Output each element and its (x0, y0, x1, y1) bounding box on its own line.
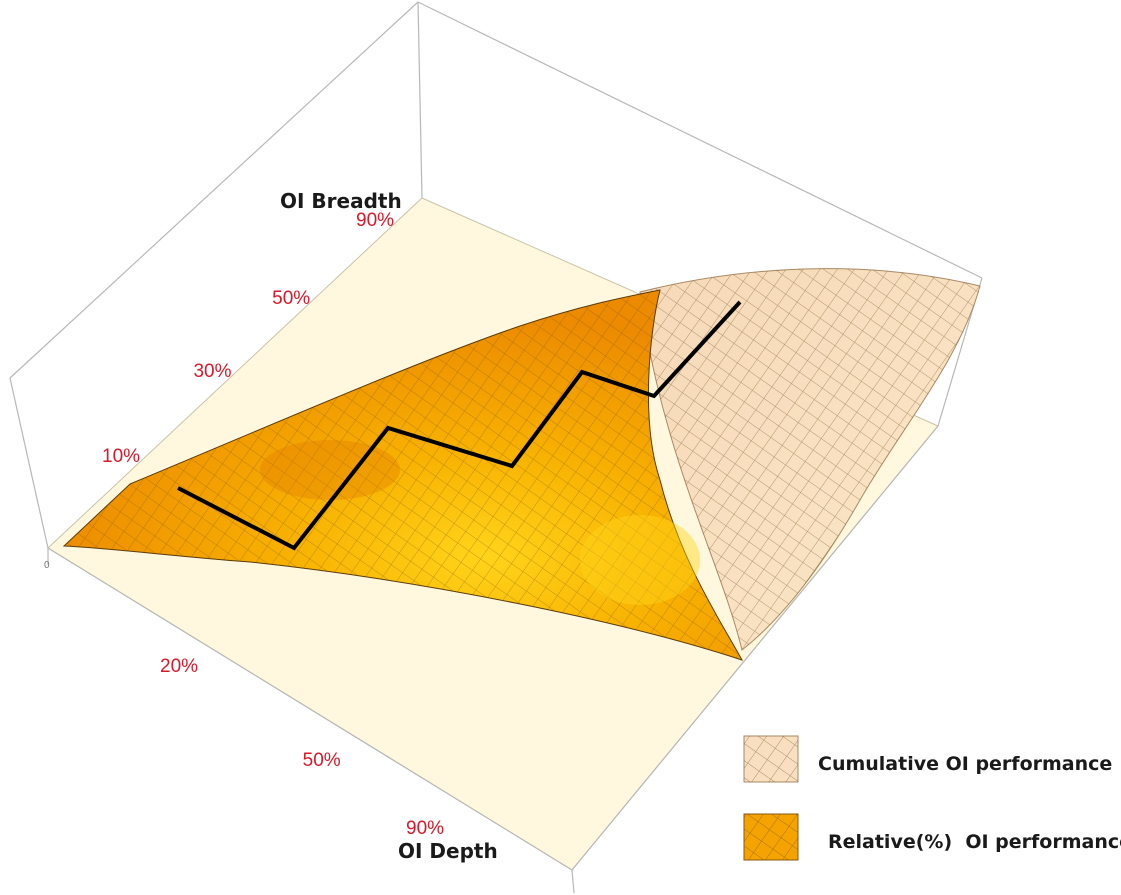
legend-label-cumulative: Cumulative OI performance (818, 753, 1112, 775)
legend-item-relative: Relative(%) OI performance (743, 813, 1121, 861)
path-line (177, 300, 742, 551)
breadth-tick-label: 50% (272, 288, 310, 309)
depth-tick-label: 50% (303, 750, 341, 771)
corner-tick: 0 (44, 560, 50, 571)
legend-item-cumulative: Cumulative OI performance (743, 735, 1112, 783)
depth-tick-label: 20% (160, 656, 198, 677)
breadth-tick-label: 30% (193, 361, 231, 382)
legend: Cumulative OI performance Relative(%) OI… (743, 735, 1121, 861)
breadth-axis-label: OI Breadth (280, 189, 402, 213)
breadth-ticks: 10% 30% 50% 90% (102, 210, 394, 467)
breadth-tick-label: 10% (102, 446, 140, 467)
legend-label-relative: Relative(%) OI performance (828, 831, 1121, 853)
depth-tick-label: 90% (406, 818, 444, 839)
cumulative-surface (639, 268, 981, 651)
depth-axis-label: OI Depth (398, 839, 498, 863)
breadth-tick-label: 90% (356, 210, 394, 231)
depth-ticks: 20% 50% 90% (160, 656, 444, 839)
bounding-box-front (47, 425, 939, 894)
